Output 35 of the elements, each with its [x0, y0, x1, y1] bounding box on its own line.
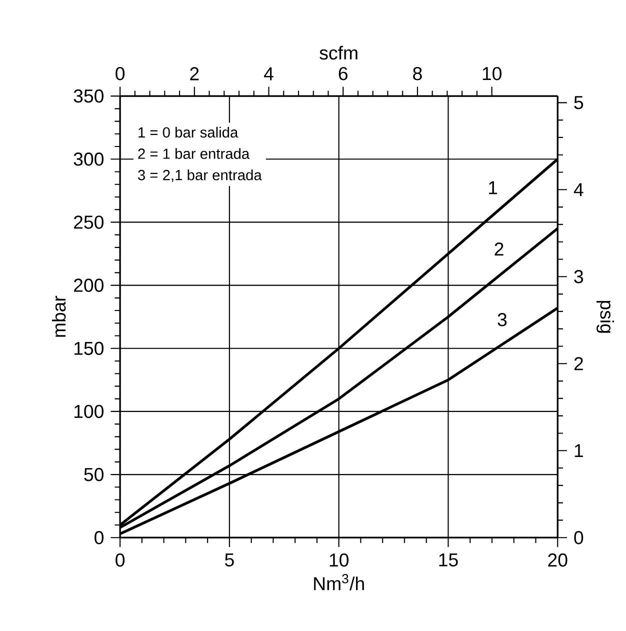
y2-tick-label: 0 — [574, 530, 584, 544]
y-tick-label: 50 — [84, 468, 104, 482]
x2-tick-label: 0 — [116, 66, 125, 80]
y2-tick-label: 5 — [574, 96, 584, 110]
y-tick-label: 200 — [74, 278, 104, 292]
y2-tick-label: 1 — [575, 444, 584, 458]
series-label: 2 — [494, 242, 504, 256]
x2-tick-label: 6 — [339, 66, 348, 80]
x-tick-label: 20 — [548, 553, 568, 567]
y-tick-label: 250 — [74, 216, 104, 229]
x-tick-label: 0 — [116, 553, 125, 567]
x2-tick-label: 8 — [413, 66, 422, 80]
y2-tick-label: 3 — [574, 270, 584, 284]
y2-tick-label: 2 — [574, 357, 584, 370]
x2-tick-label: 10 — [483, 66, 502, 80]
annotation: 1 = 0 bar salida — [138, 126, 238, 138]
y-tick-label: 100 — [74, 404, 104, 418]
x-tick-label: 15 — [439, 553, 458, 566]
x2-axis-title: scfm — [320, 46, 358, 60]
y2-tick-label: 4 — [574, 183, 584, 196]
annotation: 3 = 2,1 bar entrada — [138, 170, 262, 182]
y-tick-label: 350 — [74, 89, 104, 103]
y-tick-label: 150 — [74, 342, 104, 355]
series-label: 1 — [489, 181, 498, 194]
x2-tick-label: 4 — [264, 67, 274, 80]
y-tick-label: 300 — [74, 152, 104, 166]
x-axis-title: Nm$^{3}$/h — [314, 574, 364, 590]
x2-tick-label: 2 — [190, 67, 199, 80]
annotation: 2 = 1 bar entrada — [138, 148, 250, 159]
x-tick-label: 5 — [225, 553, 234, 566]
x-tick-label: 10 — [330, 553, 349, 567]
y2-axis-title: psig — [596, 300, 614, 333]
y-tick-label: 0 — [94, 530, 104, 544]
y-axis-title: mbar — [52, 296, 66, 337]
series-label: 3 — [498, 313, 507, 326]
